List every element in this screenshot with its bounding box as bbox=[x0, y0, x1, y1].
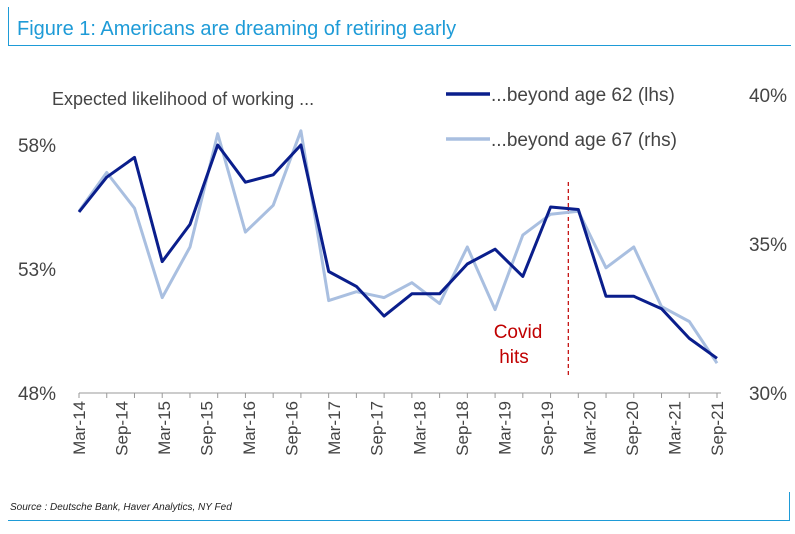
series-line-age-67 bbox=[77, 129, 719, 365]
x-axis: Mar-14 Sep-14 Mar-15 Sep-15 Mar-16 Sep-16 Mar-… bbox=[70, 393, 727, 456]
x-tick-label: Sep-16 bbox=[283, 401, 302, 456]
x-tick-label: Sep-15 bbox=[198, 401, 217, 456]
x-tick-label: Mar-17 bbox=[325, 401, 344, 455]
series-group bbox=[77, 129, 719, 365]
chart-title: Expected likelihood of working ... bbox=[52, 89, 314, 109]
x-tick-label: Sep-21 bbox=[708, 401, 727, 456]
x-tick-label: Mar-16 bbox=[240, 401, 259, 455]
y-axis-left: 48% 53% 58% bbox=[18, 136, 56, 405]
x-tick-label: Mar-15 bbox=[155, 401, 174, 455]
x-tick-label: Mar-21 bbox=[665, 401, 684, 455]
y-axis-right: 30% 35% 40% bbox=[749, 86, 787, 405]
y-left-tick-label: 53% bbox=[18, 260, 56, 281]
source-note: Source : Deutsche Bank, Haver Analytics,… bbox=[10, 502, 232, 513]
y-right-tick-label: 30% bbox=[749, 384, 787, 405]
bottom-frame-right bbox=[789, 492, 790, 520]
legend-label-lhs: ...beyond age 62 (lhs) bbox=[491, 85, 675, 106]
x-tick-label: Sep-18 bbox=[453, 401, 472, 456]
x-tick-label: Sep-19 bbox=[538, 401, 557, 456]
series-line-age-62 bbox=[77, 143, 718, 360]
title-frame bbox=[8, 7, 791, 46]
y-left-tick-label: 48% bbox=[18, 384, 56, 405]
legend-label-rhs: ...beyond age 67 (rhs) bbox=[491, 130, 677, 151]
x-tick-label: Mar-14 bbox=[70, 401, 89, 455]
covid-annotation-line2: hits bbox=[499, 347, 529, 368]
covid-annotation-line1: Covid bbox=[494, 322, 543, 343]
y-right-tick-label: 35% bbox=[749, 235, 787, 256]
x-tick-label: Mar-18 bbox=[410, 401, 429, 455]
legend: ...beyond age 62 (lhs) ...beyond age 67 … bbox=[446, 85, 677, 151]
x-tick-label: Sep-20 bbox=[623, 401, 642, 456]
y-left-tick-label: 58% bbox=[18, 136, 56, 157]
x-tick-label: Mar-19 bbox=[495, 401, 514, 455]
bottom-frame bbox=[8, 520, 790, 521]
figure-title: Figure 1: Americans are dreaming of reti… bbox=[17, 18, 457, 40]
x-tick-label: Sep-17 bbox=[368, 401, 387, 456]
y-right-tick-label: 40% bbox=[749, 86, 787, 107]
x-tick-label: Mar-20 bbox=[580, 401, 599, 455]
x-tick-label: Sep-14 bbox=[113, 401, 132, 456]
